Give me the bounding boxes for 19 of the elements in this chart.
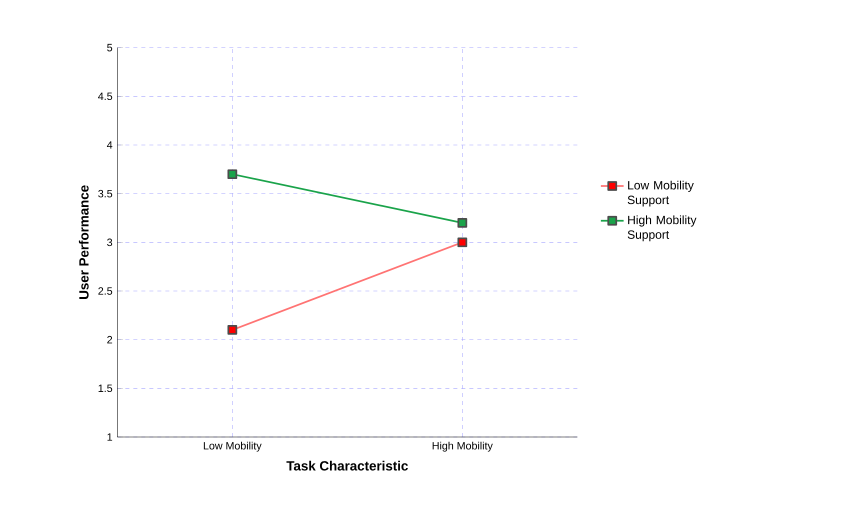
point xyxy=(227,169,238,180)
y-tick-label: 2 xyxy=(107,336,112,344)
legend-label: Low Mobility Support xyxy=(628,180,694,207)
point xyxy=(457,237,468,248)
y-tick-label: 4.5 xyxy=(98,92,112,100)
y-tick-label: 4 xyxy=(106,141,112,149)
y-tick-label: 1.5 xyxy=(98,384,112,392)
y-tick-label: 5 xyxy=(107,44,112,52)
point xyxy=(457,218,468,228)
y-tick-label: 3.5 xyxy=(98,190,112,198)
y-tick-label: 2.5 xyxy=(98,287,112,295)
y-tick-label: 1 xyxy=(108,433,112,441)
y-axis-title: User Performance xyxy=(78,185,89,299)
point xyxy=(227,325,238,335)
x-tick-label: Low Mobility xyxy=(204,442,262,452)
x-tick-label: High Mobility xyxy=(432,442,493,452)
x-axis-title: Task Characteristic xyxy=(286,460,408,471)
legend-label: High Mobility Support xyxy=(628,215,696,242)
y-tick-label: 3 xyxy=(107,238,112,246)
